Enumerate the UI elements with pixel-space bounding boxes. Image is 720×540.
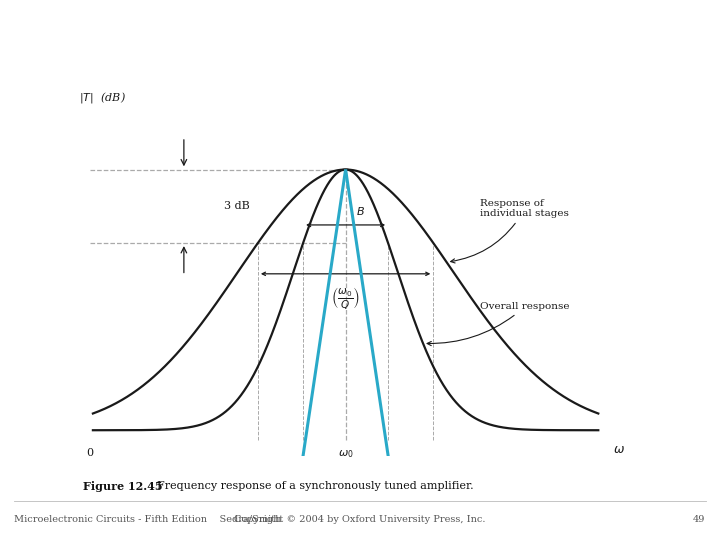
Text: $B$: $B$ bbox=[356, 205, 365, 217]
Text: 0: 0 bbox=[86, 448, 93, 458]
Text: $|T|$  (dB): $|T|$ (dB) bbox=[79, 90, 126, 105]
Text: $\omega_0$: $\omega_0$ bbox=[338, 448, 354, 460]
Text: 3 dB: 3 dB bbox=[225, 201, 250, 211]
Text: Overall response: Overall response bbox=[427, 302, 570, 346]
Text: Figure 12.45: Figure 12.45 bbox=[83, 481, 163, 491]
Text: Frequency response of a synchronously tuned amplifier.: Frequency response of a synchronously tu… bbox=[150, 481, 473, 491]
Text: Copyright © 2004 by Oxford University Press, Inc.: Copyright © 2004 by Oxford University Pr… bbox=[234, 515, 486, 524]
Text: $\left(\dfrac{\omega_0}{Q}\right)$: $\left(\dfrac{\omega_0}{Q}\right)$ bbox=[331, 285, 360, 311]
Text: $\omega$: $\omega$ bbox=[613, 443, 624, 456]
Text: Microelectronic Circuits - Fifth Edition    Sedra/Smith: Microelectronic Circuits - Fifth Edition… bbox=[14, 515, 282, 524]
Text: Response of
individual stages: Response of individual stages bbox=[451, 199, 570, 263]
Text: 49: 49 bbox=[693, 515, 706, 524]
